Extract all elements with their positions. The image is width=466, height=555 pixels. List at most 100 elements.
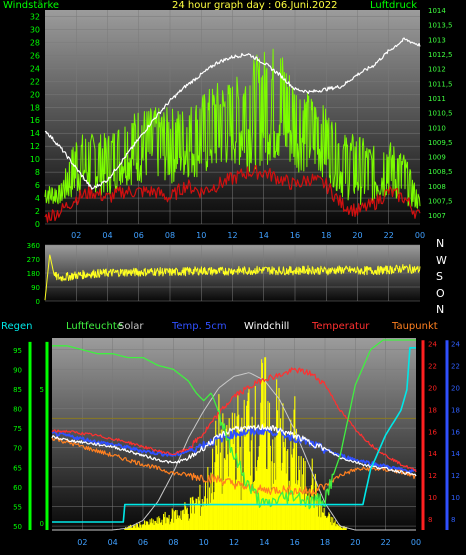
wind-x-tick-06: 06 <box>134 231 144 240</box>
pressure-y-tick-10: 1012 <box>428 66 446 74</box>
wind-direction-line <box>44 254 421 301</box>
pressure-y-tick-8: 1011 <box>428 95 446 103</box>
wind-speed-line <box>44 48 421 209</box>
direction-y-tick-0: 0 <box>36 298 40 306</box>
humidity-y-tick-70: 70 <box>13 445 22 453</box>
pressure-y-tick-4: 1009 <box>428 154 446 162</box>
direction-label-n-top: N <box>436 237 445 250</box>
temperature-y-tick-14: 14 <box>428 450 437 458</box>
wind-x-tick-10: 10 <box>196 231 206 240</box>
pressure-y-tick-13: 1013,5 <box>428 22 453 30</box>
humidity-y-tick-85: 85 <box>13 386 22 394</box>
wind-x-tick-16: 16 <box>290 231 300 240</box>
temperature-y-tick-8: 8 <box>428 516 432 524</box>
temp-x-tick-14: 14 <box>259 538 269 547</box>
temperature-y-tick-12: 12 <box>428 472 437 480</box>
pressure-axis-title: Luftdruck <box>370 0 418 11</box>
wind-x-tick-02: 02 <box>71 231 81 240</box>
solar-line <box>52 372 416 531</box>
wind-x-tick-18: 18 <box>321 231 331 240</box>
wind-y-tick-32: 32 <box>30 12 40 21</box>
legend-temp-5cm: Temp. 5cm <box>172 321 227 332</box>
temp-x-tick-04: 04 <box>108 538 118 547</box>
wind-y-tick-28: 28 <box>30 38 40 47</box>
pressure-y-tick-7: 1010,5 <box>428 110 453 118</box>
temp-5cm-y-tick-8: 8 <box>451 516 455 524</box>
wind-x-tick-14: 14 <box>259 231 269 240</box>
temp-x-tick-20: 20 <box>350 538 360 547</box>
legend-luftfeuchte: Luftfeuchte <box>66 321 123 332</box>
wind-x-tick-22: 22 <box>384 231 394 240</box>
wind-y-tick-20: 20 <box>30 90 40 99</box>
wind-x-tick-20: 20 <box>352 231 362 240</box>
direction-label-w: W <box>436 254 447 267</box>
wind-y-tick-2: 2 <box>35 207 40 216</box>
wind-y-tick-10: 10 <box>30 155 40 164</box>
wind-y-tick-22: 22 <box>30 77 40 86</box>
wind-y-tick-14: 14 <box>30 129 40 138</box>
chart-title: 24 hour graph day : 06.Juni.2022 <box>172 0 338 11</box>
temp-x-tick-18: 18 <box>320 538 330 547</box>
wind-y-tick-12: 12 <box>30 142 40 151</box>
pressure-y-tick-11: 1012,5 <box>428 51 453 59</box>
temp-x-tick-02: 02 <box>77 538 87 547</box>
wind-y-tick-24: 24 <box>30 64 40 73</box>
rain-line <box>52 346 416 523</box>
legend-solar: Solar <box>118 321 144 332</box>
direction-y-tick-90: 90 <box>31 284 40 292</box>
wind-y-tick-4: 4 <box>35 194 40 203</box>
wind-y-tick-8: 8 <box>35 168 40 177</box>
pressure-y-tick-9: 1011,5 <box>428 80 453 88</box>
wind-y-tick-16: 16 <box>30 116 40 125</box>
wind-y-tick-30: 30 <box>30 25 40 34</box>
temp-x-tick-06: 06 <box>138 538 148 547</box>
pressure-y-tick-1: 1007,5 <box>428 198 453 206</box>
direction-label-s: S <box>436 270 443 283</box>
temp-5cm-y-tick-22: 22 <box>451 362 460 370</box>
legend-taupunkt: Taupunkt <box>392 321 438 332</box>
series-temp-5cm <box>51 425 417 474</box>
temp-x-tick-00: 00 <box>411 538 421 547</box>
temp-5cm-y-tick-12: 12 <box>451 472 460 480</box>
humidity-y-tick-75: 75 <box>13 425 22 433</box>
temp-x-tick-08: 08 <box>168 538 178 547</box>
wind-x-tick-08: 08 <box>165 231 175 240</box>
temp-5cm-y-tick-10: 10 <box>451 494 460 502</box>
series-windchill <box>51 424 417 477</box>
pressure-y-tick-14: 1014 <box>428 7 446 15</box>
wind-x-tick-12: 12 <box>227 231 237 240</box>
temp-x-tick-16: 16 <box>290 538 300 547</box>
humidity-y-tick-60: 60 <box>13 484 22 492</box>
temp-x-tick-12: 12 <box>229 538 239 547</box>
temperature-y-tick-10: 10 <box>428 494 437 502</box>
humidity-y-tick-50: 50 <box>13 523 22 531</box>
direction-y-tick-270: 270 <box>27 256 40 264</box>
humidity-y-tick-55: 55 <box>13 503 22 511</box>
legend-regen: Regen <box>1 321 33 332</box>
temp-5cm-y-tick-14: 14 <box>451 450 460 458</box>
series-temperatur <box>51 367 417 473</box>
humidity-y-tick-90: 90 <box>13 366 22 374</box>
wind-axis-title: Windstärke <box>3 0 60 11</box>
temp-5cm-y-tick-16: 16 <box>451 428 460 436</box>
temperature-y-tick-22: 22 <box>428 362 437 370</box>
pressure-y-tick-6: 1010 <box>428 124 446 132</box>
legend-temperatur: Temperatur <box>312 321 370 332</box>
wind-y-tick-6: 6 <box>35 181 40 190</box>
temperature-y-tick-20: 20 <box>428 384 437 392</box>
direction-label-o: O <box>436 287 445 300</box>
temperature-y-tick-16: 16 <box>428 428 437 436</box>
temp-x-tick-10: 10 <box>199 538 209 547</box>
pressure-y-tick-0: 1007 <box>428 212 446 220</box>
humidity-y-tick-80: 80 <box>13 406 22 414</box>
humidity-y-tick-95: 95 <box>13 347 22 355</box>
temperature-y-tick-24: 24 <box>428 340 437 348</box>
pressure-y-tick-2: 1008 <box>428 183 446 191</box>
direction-y-tick-360: 360 <box>27 242 40 250</box>
rain-y-tick-0: 0 <box>40 520 44 528</box>
temp-x-tick-22: 22 <box>381 538 391 547</box>
wind-y-tick-18: 18 <box>30 103 40 112</box>
temp-5cm-y-tick-24: 24 <box>451 340 460 348</box>
